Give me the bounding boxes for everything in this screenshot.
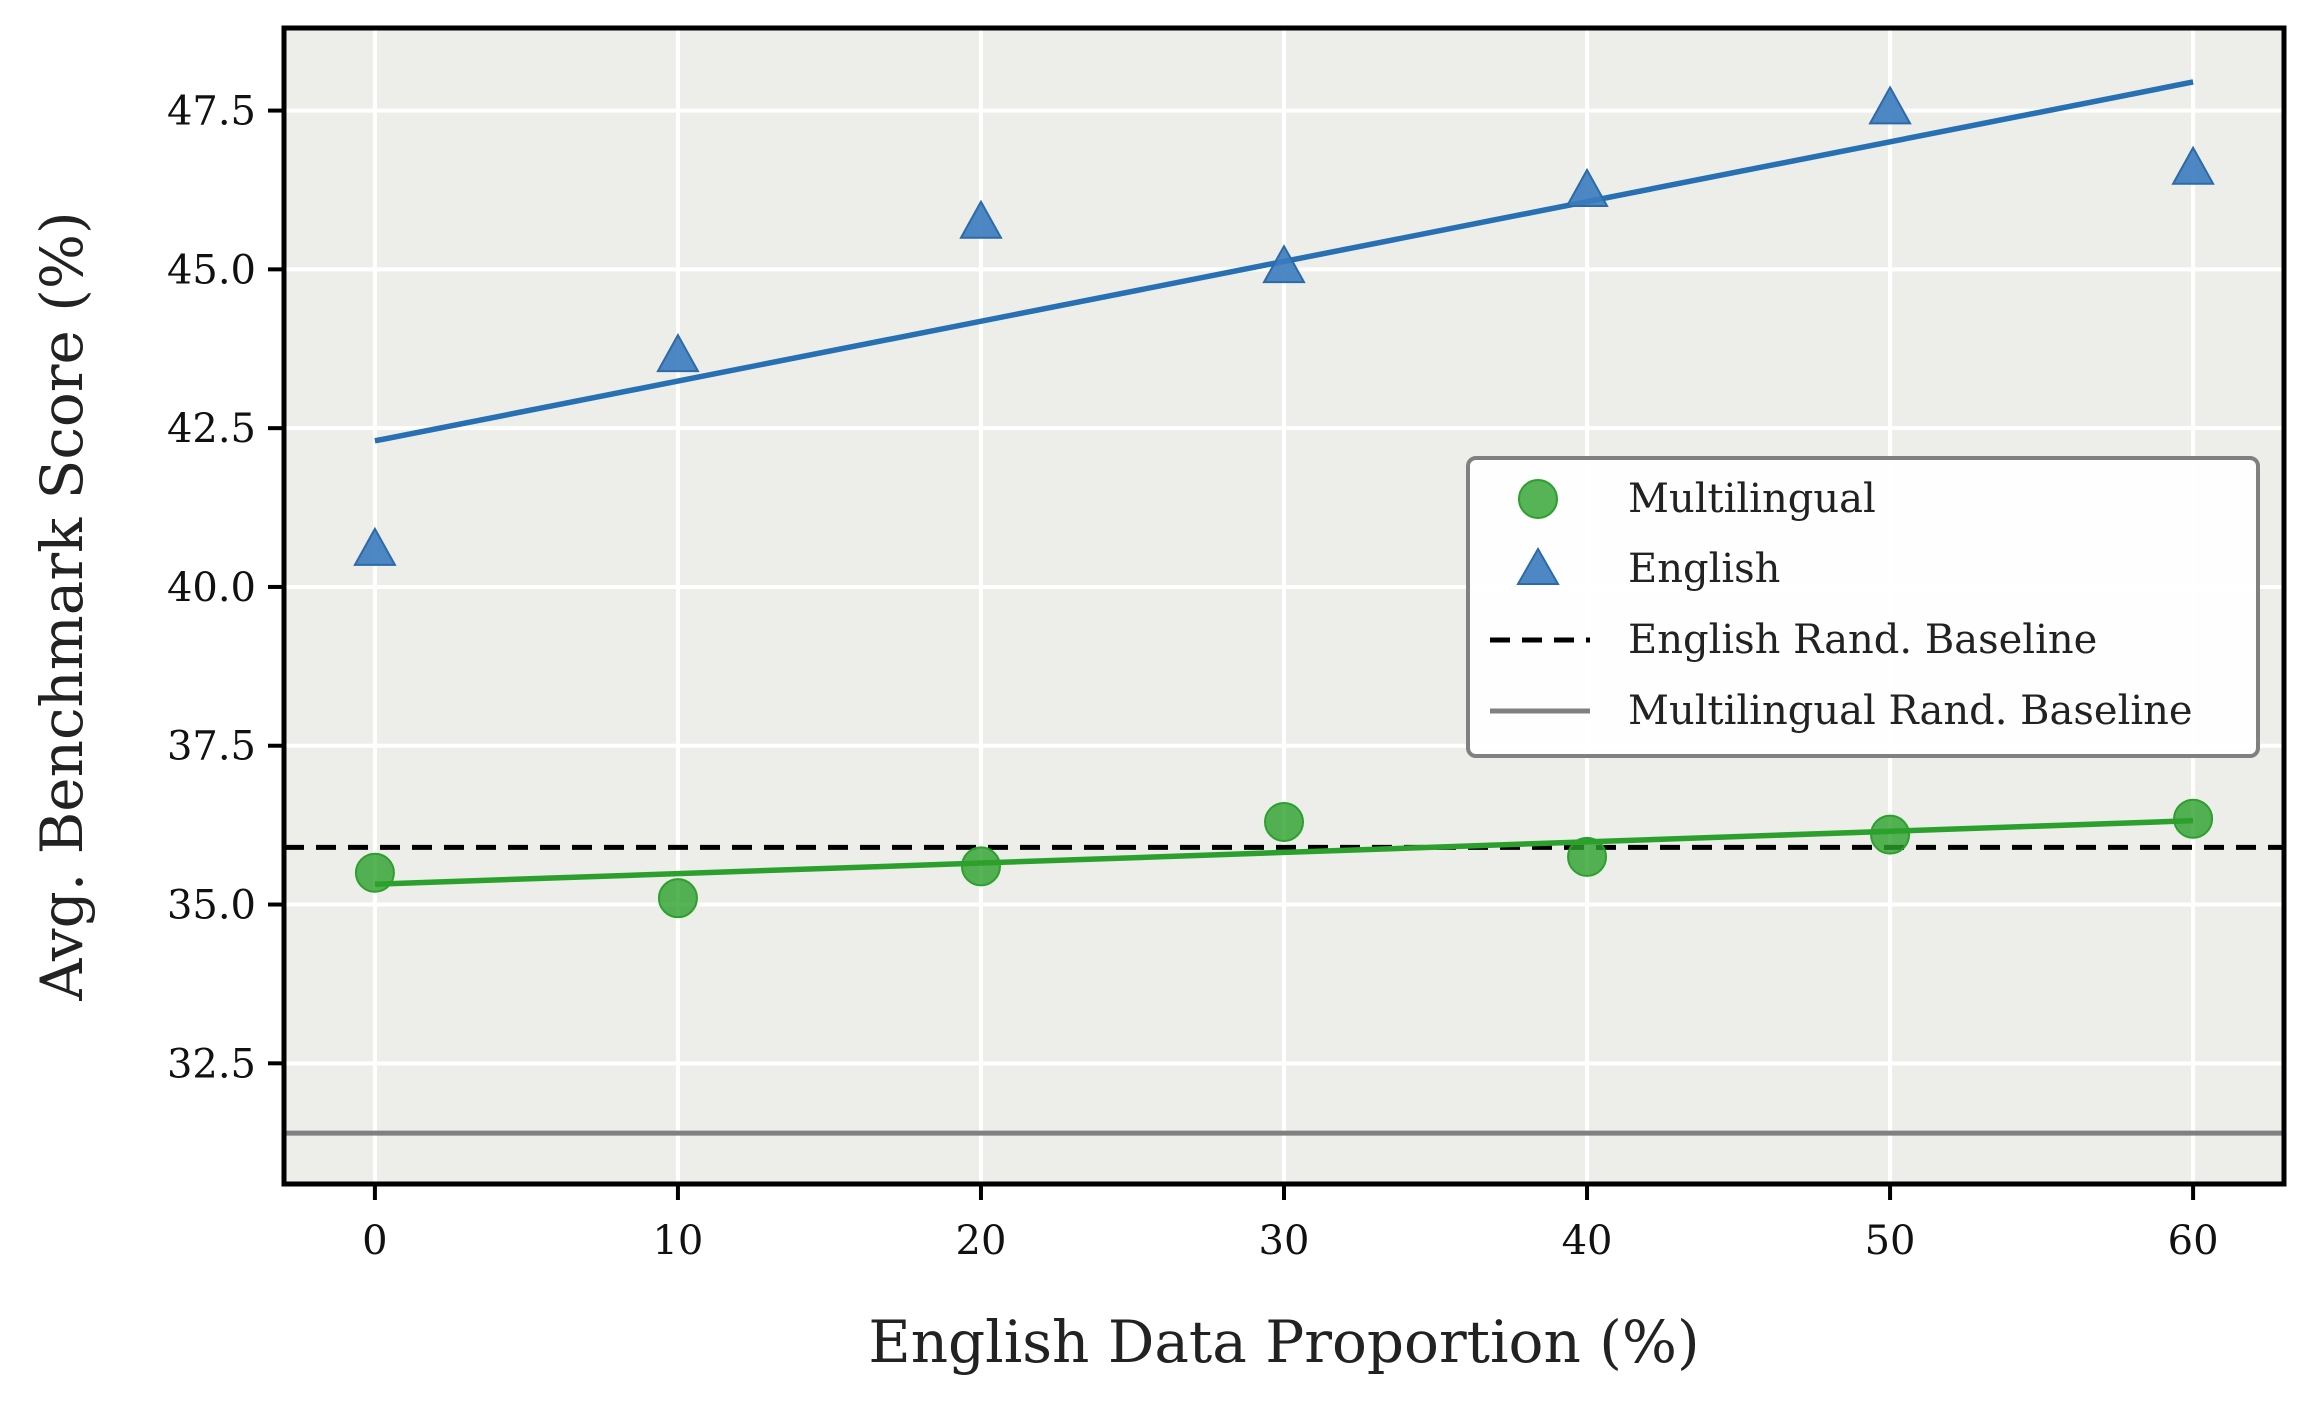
data-point-english <box>1565 167 1609 207</box>
x-tick-label: 60 <box>2168 1218 2219 1264</box>
data-point-multilingual <box>1567 836 1608 877</box>
x-tick-label: 40 <box>1562 1218 1613 1264</box>
legend-label-multilingual: Multilingual <box>1628 476 1876 522</box>
legend-label-english: English <box>1628 546 1780 592</box>
x-tick-label: 10 <box>652 1218 703 1264</box>
data-point-english <box>2171 145 2215 185</box>
reference-lines <box>284 844 2284 1136</box>
y-tick-label: 47.5 <box>167 89 256 135</box>
y-tick-label: 35.0 <box>167 883 256 929</box>
legend-marker-multilingual <box>1518 479 1558 519</box>
legend: Multilingual English English Rand. Basel… <box>1466 456 2260 758</box>
y-tick-label: 42.5 <box>167 406 256 452</box>
x-tick-label: 0 <box>362 1218 387 1264</box>
data-point-english <box>1868 85 1912 125</box>
legend-box <box>1466 456 2260 758</box>
legend-marker-english <box>1516 546 1560 585</box>
legend-label-multilingual-baseline: Multilingual Rand. Baseline <box>1628 688 2193 734</box>
y-tick-label: 32.5 <box>167 1041 256 1087</box>
data-point-english <box>959 199 1003 239</box>
data-point-multilingual <box>657 878 698 919</box>
data-point-multilingual <box>960 846 1001 887</box>
x-tick-label: 30 <box>1259 1218 1310 1264</box>
data-point-multilingual <box>1870 814 1911 855</box>
data-point-english <box>656 333 700 373</box>
x-axis-title: English Data Proportion (%) <box>868 1308 1699 1376</box>
data-point-multilingual <box>2173 798 2214 839</box>
x-axis-ticks: 0 10 20 30 40 50 60 <box>362 1184 2219 1264</box>
y-axis-title: Avg. Benchmark Score (%) <box>28 211 96 1001</box>
legend-label-english-baseline: English Rand. Baseline <box>1628 617 2097 663</box>
x-tick-label: 50 <box>1865 1218 1916 1264</box>
data-point-multilingual <box>1264 801 1304 842</box>
y-tick-label: 40.0 <box>167 565 256 611</box>
y-tick-label: 45.0 <box>167 247 256 293</box>
data-points <box>353 85 2215 919</box>
y-axis-ticks: 32.5 35.0 37.5 40.0 42.5 45.0 47.5 <box>167 89 284 1087</box>
y-tick-label: 37.5 <box>167 724 256 770</box>
x-tick-label: 20 <box>956 1218 1007 1264</box>
data-point-english <box>1262 244 1306 284</box>
data-point-multilingual <box>354 852 395 893</box>
data-point-english <box>353 526 397 566</box>
